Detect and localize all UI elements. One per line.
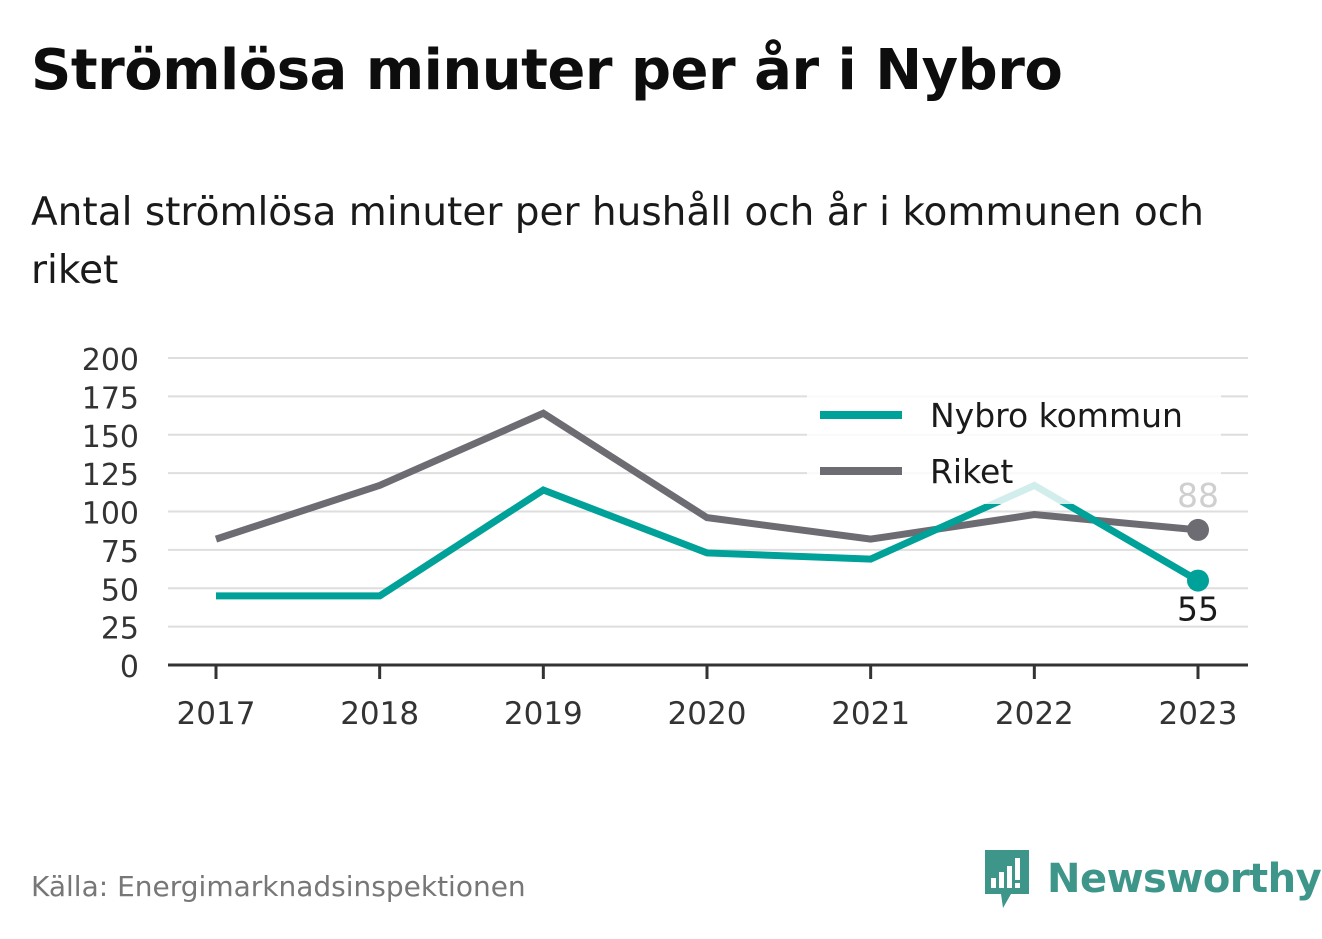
x-tick-label: 2020 [668,696,747,732]
y-tick-label: 150 [82,420,139,455]
x-tick-label: 2023 [1159,696,1238,732]
y-tick-label: 175 [82,381,139,416]
x-tick-label: 2019 [504,696,583,732]
y-tick-label: 50 [101,573,139,608]
legend-label: Nybro kommun [930,396,1183,435]
newsworthy-logo-icon [985,850,1029,908]
x-tick-label: 2018 [340,696,419,732]
brand-name: Newsworthy [1047,856,1322,902]
y-tick-label: 0 [120,650,139,685]
x-tick-label: 2021 [831,696,910,732]
series-end-point-1 [1187,518,1209,541]
chart-title: Strömlösa minuter per år i Nybro [31,38,1063,103]
chart-subtitle: Antal strömlösa minuter per hushåll och … [31,190,1204,293]
x-axis: 2017 2018 2019 2020 2021 2022 2023 [168,663,1248,732]
end-value-label: 55 [1177,590,1219,629]
series-end-point-0 [1187,569,1209,592]
y-tick-label: 75 [101,535,139,570]
series-line-1 [214,409,1199,543]
legend-label: Riket [930,452,1013,491]
y-tick-label: 100 [82,497,139,532]
legend: Nybro kommun Riket [807,390,1221,504]
x-tick-label: 2022 [995,696,1074,732]
end-value-label: 88 [1177,476,1219,515]
y-tick-label: 25 [101,612,139,647]
source-note: Källa: Energimarknadsinspektionen [31,870,526,903]
end-labels: 55 88 [1174,473,1222,632]
legend-background [807,390,1221,504]
y-tick-label: 125 [82,458,139,493]
brand-logo: Newsworthy [981,848,1322,910]
y-tick-label: 200 [82,343,139,378]
x-tick-label: 2017 [177,696,256,732]
